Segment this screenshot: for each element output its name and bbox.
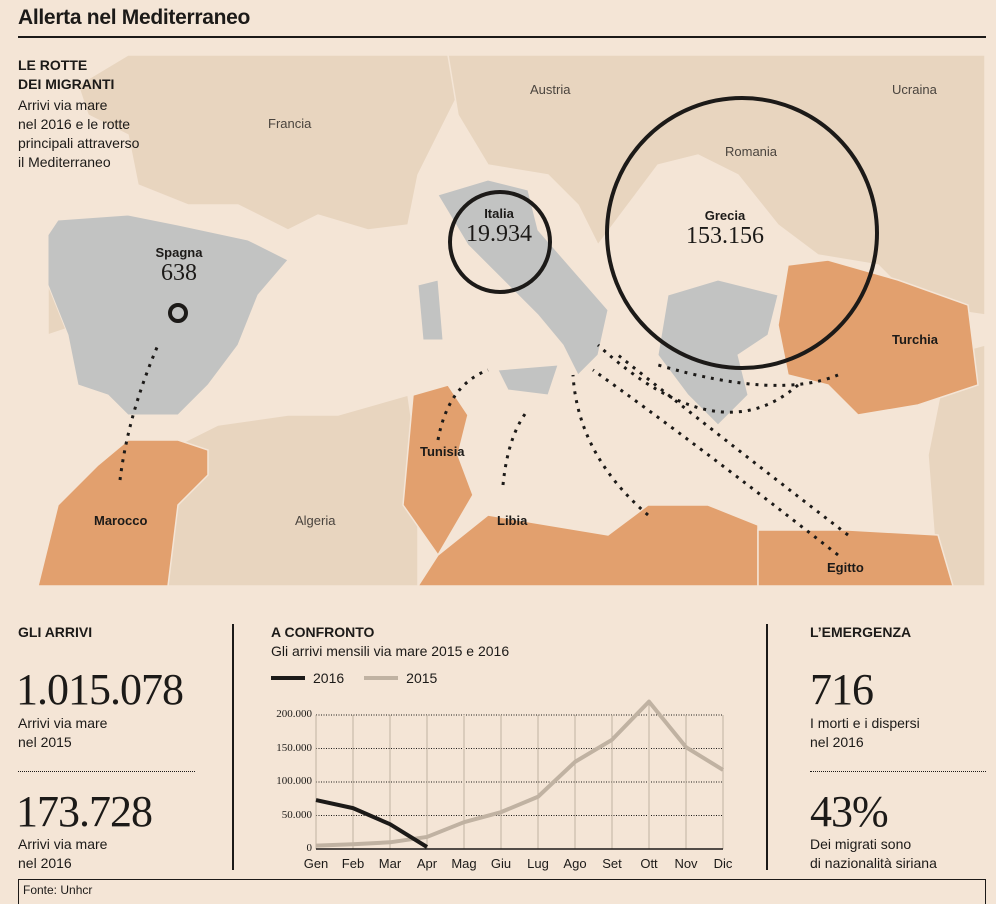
legend-swatch-2015 <box>364 676 399 680</box>
legend-label-2016: 2016 <box>313 670 345 686</box>
y-tick-label: 100.000 <box>276 775 312 787</box>
x-tick-label: Ott <box>640 856 658 871</box>
land-egypt <box>757 529 954 586</box>
land-tunisia <box>402 384 474 557</box>
x-tick-label: Mar <box>378 856 402 871</box>
siriani-value: 43% <box>810 787 889 836</box>
y-tick-label: 0 <box>306 842 313 854</box>
x-tick-label: Gen <box>303 856 329 871</box>
land-turkey <box>777 259 979 416</box>
spain-arrivals: Spagna 638 <box>155 245 203 286</box>
land-morocco <box>37 439 209 586</box>
label-marocco: Marocco <box>94 513 148 528</box>
map-heading: LE ROTTE DEI MIGRANTI <box>18 57 115 92</box>
label-romania: Romania <box>725 144 778 159</box>
x-tick-label: Giu <box>490 856 512 871</box>
x-tick-label: Nov <box>674 856 698 871</box>
chart-legend: 2016 2015 <box>271 670 437 686</box>
x-tick-label: Dic <box>713 856 733 871</box>
arrivi-2015-value: 1.015.078 <box>16 665 184 714</box>
land-sicily <box>497 364 559 396</box>
label-libia: Libia <box>497 513 528 528</box>
route-libya-greece <box>571 374 649 517</box>
greece-circle <box>605 96 879 370</box>
label-algeria: Algeria <box>295 513 336 528</box>
arrivi-divider <box>18 771 195 772</box>
italy-circle <box>448 190 552 294</box>
route-egypt-italy-1 <box>617 353 849 537</box>
legend-label-2015: 2015 <box>406 670 438 686</box>
mediterranean-map <box>18 55 985 586</box>
emergenza-heading: L’EMERGENZA <box>810 624 912 640</box>
y-tick-label: 200.000 <box>276 708 312 720</box>
arrivi-2016-value: 173.728 <box>16 787 153 836</box>
migration-routes <box>118 343 849 557</box>
x-tick-label: Ago <box>563 856 587 871</box>
siriani-label: Dei migrati sono di nazionalità siriana <box>810 836 937 871</box>
y-tick-label: 50.000 <box>281 808 312 821</box>
arrivi-2015-label: Arrivi via mare nel 2015 <box>18 715 108 750</box>
column-divider-2 <box>766 624 768 870</box>
label-austria: Austria <box>530 82 571 97</box>
label-ucraina: Ucraina <box>892 82 937 97</box>
x-tick-label: Apr <box>416 856 438 871</box>
greece-arrivals: Grecia 153.156 <box>686 208 764 249</box>
land-algeria <box>167 394 419 586</box>
source-text: Fonte: Unhcr <box>23 883 93 897</box>
title-rule <box>18 36 986 38</box>
page-title: Allerta nel Mediterraneo <box>18 6 251 29</box>
morti-value: 716 <box>810 665 874 714</box>
x-tick-label: Feb <box>341 856 365 871</box>
x-tick-label: Set <box>602 856 622 871</box>
route-turkey-greece <box>657 363 839 387</box>
italy-arrivals: Italia 19.934 <box>466 206 532 247</box>
route-egypt-italy-2 <box>592 368 839 557</box>
route-libya-italy <box>501 409 530 486</box>
confronto-heading: A CONFRONTO <box>271 624 375 640</box>
land-greece <box>657 279 779 426</box>
route-tunisia-italy <box>436 368 489 441</box>
map-subtitle: Arrivi via mare nel 2016 e le rotte princi… <box>18 97 140 170</box>
series-line-2015 <box>315 699 725 848</box>
label-turchia: Turchia <box>892 332 938 347</box>
land-sardinia <box>417 279 444 341</box>
column-divider <box>232 624 234 870</box>
series-line-2016 <box>315 798 429 849</box>
x-tick-label: Mag <box>451 856 477 871</box>
land-libya <box>417 504 759 586</box>
y-tick-label: 150.000 <box>276 741 312 754</box>
source-footer: Fonte: Unhcr <box>18 879 986 904</box>
label-francia: Francia <box>268 116 312 131</box>
confronto-subtitle: Gli arrivi mensili via mare 2015 e 2016 <box>271 643 510 659</box>
legend-swatch-2016 <box>271 676 305 680</box>
land-italy <box>437 179 609 376</box>
arrivi-heading: GLI ARRIVI <box>18 624 93 640</box>
land-france <box>77 55 459 231</box>
label-tunisia: Tunisia <box>420 444 465 459</box>
x-tick-label: Lug <box>527 856 549 871</box>
morti-label: I morti e i dispersi nel 2016 <box>810 715 920 750</box>
arrivi-2016-label: Arrivi via mare nel 2016 <box>18 836 108 871</box>
land-spain <box>47 214 289 416</box>
label-egitto: Egitto <box>827 560 864 575</box>
land-levant <box>927 344 985 586</box>
emergenza-divider <box>810 771 986 772</box>
spain-marker <box>168 303 188 323</box>
